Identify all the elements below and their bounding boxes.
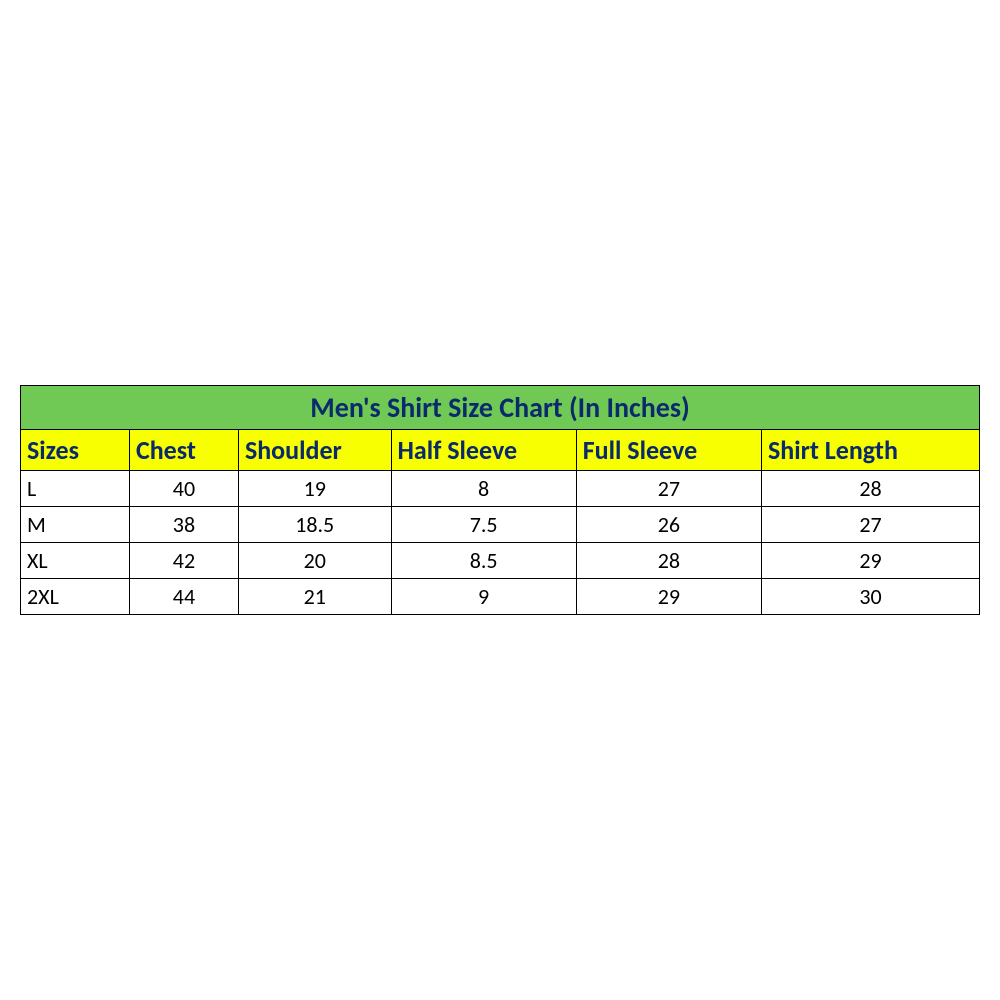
cell-chest: 38 — [129, 507, 238, 543]
col-sizes: Sizes — [21, 430, 130, 471]
cell-half-sleeve: 8 — [391, 471, 576, 507]
cell-shirt-length: 29 — [762, 543, 980, 579]
cell-shoulder: 18.5 — [238, 507, 391, 543]
col-shirt-length: Shirt Length — [762, 430, 980, 471]
col-full-sleeve: Full Sleeve — [576, 430, 761, 471]
cell-shoulder: 19 — [238, 471, 391, 507]
table-row: M 38 18.5 7.5 26 27 — [21, 507, 980, 543]
table-row: XL 42 20 8.5 28 29 — [21, 543, 980, 579]
col-half-sleeve: Half Sleeve — [391, 430, 576, 471]
cell-full-sleeve: 26 — [576, 507, 761, 543]
title-row: Men's Shirt Size Chart (In Inches) — [21, 386, 980, 430]
cell-chest: 42 — [129, 543, 238, 579]
cell-size: 2XL — [21, 579, 130, 615]
size-chart-table: Men's Shirt Size Chart (In Inches) Sizes… — [20, 385, 980, 615]
table-row: 2XL 44 21 9 29 30 — [21, 579, 980, 615]
cell-size: XL — [21, 543, 130, 579]
cell-half-sleeve: 9 — [391, 579, 576, 615]
cell-full-sleeve: 29 — [576, 579, 761, 615]
cell-half-sleeve: 7.5 — [391, 507, 576, 543]
cell-size: M — [21, 507, 130, 543]
col-chest: Chest — [129, 430, 238, 471]
cell-chest: 44 — [129, 579, 238, 615]
cell-shirt-length: 27 — [762, 507, 980, 543]
cell-size: L — [21, 471, 130, 507]
cell-shirt-length: 30 — [762, 579, 980, 615]
cell-shoulder: 21 — [238, 579, 391, 615]
size-chart-container: Men's Shirt Size Chart (In Inches) Sizes… — [20, 385, 980, 615]
col-shoulder: Shoulder — [238, 430, 391, 471]
cell-half-sleeve: 8.5 — [391, 543, 576, 579]
header-row: Sizes Chest Shoulder Half Sleeve Full Sl… — [21, 430, 980, 471]
cell-shoulder: 20 — [238, 543, 391, 579]
table-row: L 40 19 8 27 28 — [21, 471, 980, 507]
cell-full-sleeve: 28 — [576, 543, 761, 579]
cell-chest: 40 — [129, 471, 238, 507]
cell-shirt-length: 28 — [762, 471, 980, 507]
table-title: Men's Shirt Size Chart (In Inches) — [21, 386, 980, 430]
cell-full-sleeve: 27 — [576, 471, 761, 507]
